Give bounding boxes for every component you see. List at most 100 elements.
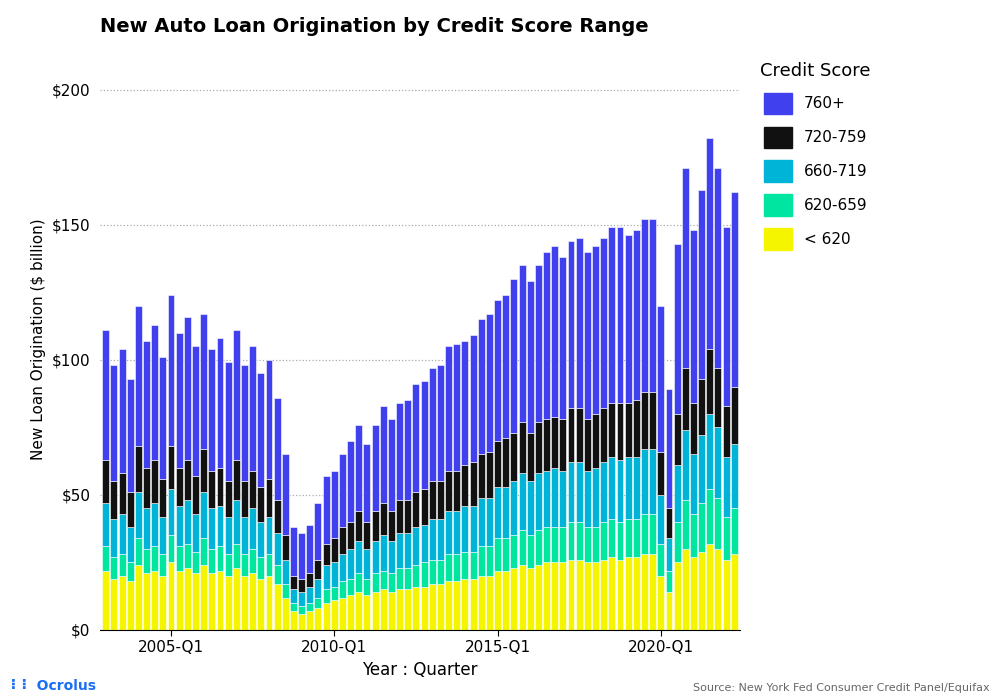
Bar — [363, 595, 370, 630]
Bar — [143, 549, 150, 573]
Bar — [135, 565, 142, 630]
Bar — [249, 549, 256, 573]
Bar — [421, 524, 428, 562]
Bar — [559, 470, 566, 527]
Bar — [363, 579, 370, 595]
Bar — [421, 587, 428, 630]
Bar — [217, 505, 223, 546]
Bar — [102, 330, 109, 460]
Bar — [592, 246, 599, 414]
Bar — [429, 560, 436, 584]
Bar — [682, 430, 689, 500]
Bar — [249, 346, 256, 470]
Bar — [412, 565, 419, 587]
Bar — [135, 306, 142, 446]
Text: Source: New York Fed Consumer Credit Panel/Equifax: Source: New York Fed Consumer Credit Pan… — [693, 683, 990, 693]
Bar — [290, 576, 297, 589]
Bar — [372, 425, 379, 511]
Bar — [331, 562, 338, 587]
Bar — [347, 441, 354, 522]
Bar — [551, 527, 558, 562]
Bar — [323, 603, 330, 630]
Bar — [151, 325, 158, 460]
Bar — [731, 554, 738, 630]
Bar — [225, 482, 232, 517]
Bar — [584, 470, 591, 527]
Bar — [233, 543, 240, 568]
Bar — [363, 549, 370, 579]
Bar — [706, 138, 713, 349]
Bar — [714, 368, 721, 427]
Bar — [257, 579, 264, 630]
Bar — [339, 527, 346, 554]
Bar — [429, 482, 436, 519]
Bar — [625, 403, 632, 457]
Bar — [249, 508, 256, 549]
Bar — [510, 536, 517, 568]
Bar — [494, 570, 501, 630]
Bar — [470, 552, 477, 579]
Bar — [568, 408, 574, 463]
Bar — [119, 576, 126, 630]
Bar — [355, 425, 362, 511]
Bar — [617, 460, 623, 522]
Bar — [657, 452, 664, 495]
Bar — [502, 486, 509, 538]
Bar — [339, 454, 346, 527]
Bar — [298, 614, 305, 630]
Bar — [445, 582, 452, 630]
Bar — [396, 568, 403, 589]
Bar — [421, 382, 428, 489]
Bar — [478, 546, 485, 576]
Bar — [102, 570, 109, 630]
Bar — [143, 508, 150, 549]
Bar — [266, 554, 272, 576]
Bar — [690, 403, 697, 454]
Bar — [372, 592, 379, 630]
Bar — [314, 503, 321, 560]
Bar — [714, 168, 721, 368]
Bar — [437, 584, 444, 630]
Bar — [600, 238, 607, 408]
Text: ⠇⠇ Ocrolus: ⠇⠇ Ocrolus — [10, 679, 96, 693]
Bar — [355, 511, 362, 541]
Bar — [674, 414, 681, 466]
Bar — [519, 473, 526, 530]
Bar — [559, 527, 566, 562]
Bar — [592, 562, 599, 630]
Bar — [731, 193, 738, 387]
Bar — [600, 560, 607, 630]
Bar — [527, 536, 534, 568]
Bar — [208, 349, 215, 470]
Bar — [412, 587, 419, 630]
X-axis label: Year : Quarter: Year : Quarter — [362, 661, 478, 679]
Bar — [641, 514, 648, 554]
Bar — [470, 463, 477, 505]
Bar — [608, 457, 615, 519]
Bar — [412, 492, 419, 527]
Bar — [478, 576, 485, 630]
Bar — [453, 511, 460, 554]
Bar — [731, 508, 738, 554]
Bar — [429, 519, 436, 560]
Bar — [519, 565, 526, 630]
Bar — [347, 549, 354, 579]
Bar — [608, 228, 615, 403]
Bar — [576, 408, 583, 463]
Bar — [723, 560, 730, 630]
Bar — [184, 500, 191, 543]
Bar — [119, 514, 126, 554]
Bar — [192, 476, 199, 514]
Bar — [257, 373, 264, 486]
Bar — [208, 573, 215, 630]
Bar — [306, 611, 313, 630]
Bar — [102, 503, 109, 546]
Bar — [306, 524, 313, 573]
Bar — [633, 557, 640, 630]
Text: New Auto Loan Origination by Credit Score Range: New Auto Loan Origination by Credit Scor… — [100, 18, 649, 36]
Bar — [347, 522, 354, 549]
Bar — [625, 235, 632, 403]
Bar — [592, 527, 599, 562]
Bar — [682, 500, 689, 549]
Bar — [706, 489, 713, 543]
